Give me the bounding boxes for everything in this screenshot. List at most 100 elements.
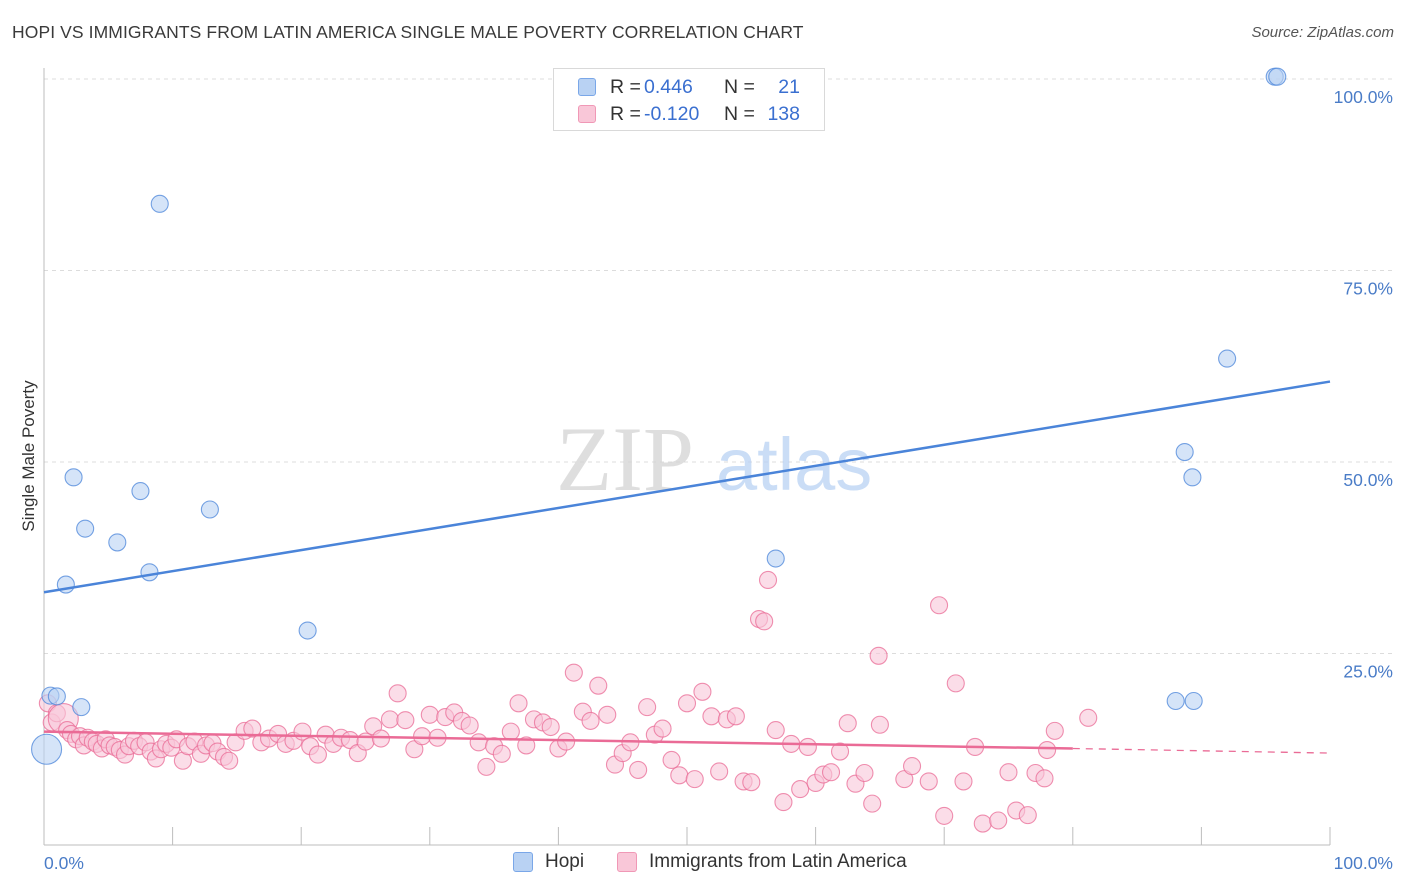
latin-point-88 (638, 698, 657, 717)
legend-swatch-hopi (513, 852, 533, 872)
latin-point-78 (557, 732, 576, 751)
latin-point-114 (838, 714, 857, 733)
watermark-atlas: atlas (716, 423, 872, 506)
latin-point-71 (501, 722, 520, 741)
y-tick-label-3: 100.0% (1334, 87, 1393, 107)
latin-point-105 (766, 721, 785, 740)
series-legend: Hopi Immigrants from Latin America (0, 851, 1406, 877)
latin-point-99 (726, 707, 745, 726)
latin-point-103 (755, 612, 774, 631)
latin-point-83 (598, 705, 617, 724)
latin-point-87 (629, 760, 648, 779)
latin-point-137 (1079, 708, 1098, 727)
legend-item-hopi: Hopi (513, 851, 584, 873)
correlation-legend: R = 0.446 N = 21 R = -0.120 N = 138 (553, 68, 825, 131)
hopi-point-16 (1175, 442, 1194, 462)
latin-point-118 (870, 715, 889, 734)
legend-r-value-hopi: 0.446 (644, 75, 693, 98)
grid-lines (44, 78, 1392, 654)
latin-point-108 (791, 780, 810, 799)
legend-n-label: N = (724, 102, 755, 125)
latin-point-119 (869, 646, 888, 665)
latin-point-109 (798, 737, 817, 757)
latin-point-70 (492, 744, 511, 763)
hopi-point-20 (1268, 67, 1287, 86)
latin-point-125 (935, 806, 954, 825)
latin-point-113 (830, 742, 850, 761)
latin-point-61 (420, 705, 439, 724)
latin-point-123 (930, 596, 949, 615)
latin-point-57 (388, 684, 407, 703)
legend-item-latin: Immigrants from Latin America (617, 851, 907, 873)
latin-point-121 (902, 757, 922, 776)
latin-point-47 (308, 745, 327, 764)
hopi-point-8 (131, 482, 150, 501)
legend-n-value-hopi: 21 (778, 75, 800, 98)
hopi-point-11 (200, 500, 219, 519)
hopi-point-13 (766, 549, 785, 568)
hopi-point-2 (47, 687, 66, 706)
hopi-point-0 (31, 733, 63, 765)
trend-lines (43, 380, 1331, 754)
latin-point-58 (396, 711, 415, 730)
legend-swatch-latin (578, 105, 596, 123)
latin-trend-line-dashed (1072, 747, 1331, 754)
latin-point-93 (677, 694, 697, 713)
y-tick-label-1: 50.0% (1343, 470, 1393, 490)
hopi-point-18 (1218, 349, 1237, 368)
y-tick-label-2: 75.0% (1343, 279, 1393, 299)
latin-point-90 (653, 719, 672, 738)
legend-n-label: N = (724, 75, 755, 98)
hopi-point-4 (64, 468, 83, 487)
latin-point-97 (710, 762, 729, 781)
latin-point-72 (509, 694, 528, 713)
legend-r-label: R = (610, 75, 641, 98)
latin-point-92 (670, 766, 689, 785)
latin-point-124 (946, 674, 965, 693)
tick-labels: 25.0% 50.0% 75.0% 100.0% 0.0% 100.0% (44, 87, 1393, 873)
legend-row-hopi: R = 0.446 N = 21 (578, 74, 800, 100)
hopi-point-15 (1184, 691, 1203, 711)
hopi-point-10 (150, 194, 169, 213)
latin-point-68 (477, 757, 496, 776)
latin-point-36 (220, 751, 239, 770)
x-tick-label-0: 0.0% (44, 853, 84, 873)
latin-point-39 (243, 719, 262, 738)
hopi-point-14 (1166, 691, 1185, 711)
latin-point-104 (758, 570, 778, 590)
latin-point-136 (1045, 721, 1064, 740)
legend-r-label: R = (610, 102, 641, 125)
legend-swatch-latin (617, 852, 637, 872)
latin-point-82 (589, 676, 608, 695)
latin-point-116 (855, 763, 874, 783)
x-tick-label-1: 100.0% (1334, 853, 1393, 873)
legend-r-value-latin: -0.120 (644, 102, 700, 125)
latin-trend-line (43, 730, 1073, 750)
axes (43, 68, 1331, 846)
hopi-trend-line (43, 380, 1331, 594)
latin-point-106 (774, 793, 793, 812)
latin-point-129 (989, 811, 1008, 830)
latin-point-128 (973, 814, 992, 833)
hopi-point-7 (108, 533, 127, 552)
watermark: ZIP atlas (556, 408, 872, 510)
latin-point-79 (564, 663, 583, 682)
latin-point-91 (662, 750, 681, 770)
y-axis-label: Single Male Poverty (19, 380, 38, 532)
latin-point-96 (702, 707, 721, 726)
latin-point-134 (1038, 740, 1057, 760)
latin-point-95 (693, 682, 712, 701)
latin-point-55 (371, 729, 390, 748)
y-tick-label-0: 25.0% (1343, 662, 1393, 682)
hopi-point-9 (140, 563, 159, 582)
latin-point-66 (460, 716, 479, 735)
latin-point-81 (581, 711, 600, 730)
latin-point-135 (1035, 769, 1054, 788)
latin-point-94 (685, 770, 704, 789)
legend-label-hopi: Hopi (545, 851, 585, 872)
latin-point-67 (469, 733, 488, 752)
latin-point-122 (919, 772, 938, 791)
legend-label-latin: Immigrants from Latin America (649, 851, 907, 872)
chart-title: HOPI VS IMMIGRANTS FROM LATIN AMERICA SI… (12, 22, 804, 42)
